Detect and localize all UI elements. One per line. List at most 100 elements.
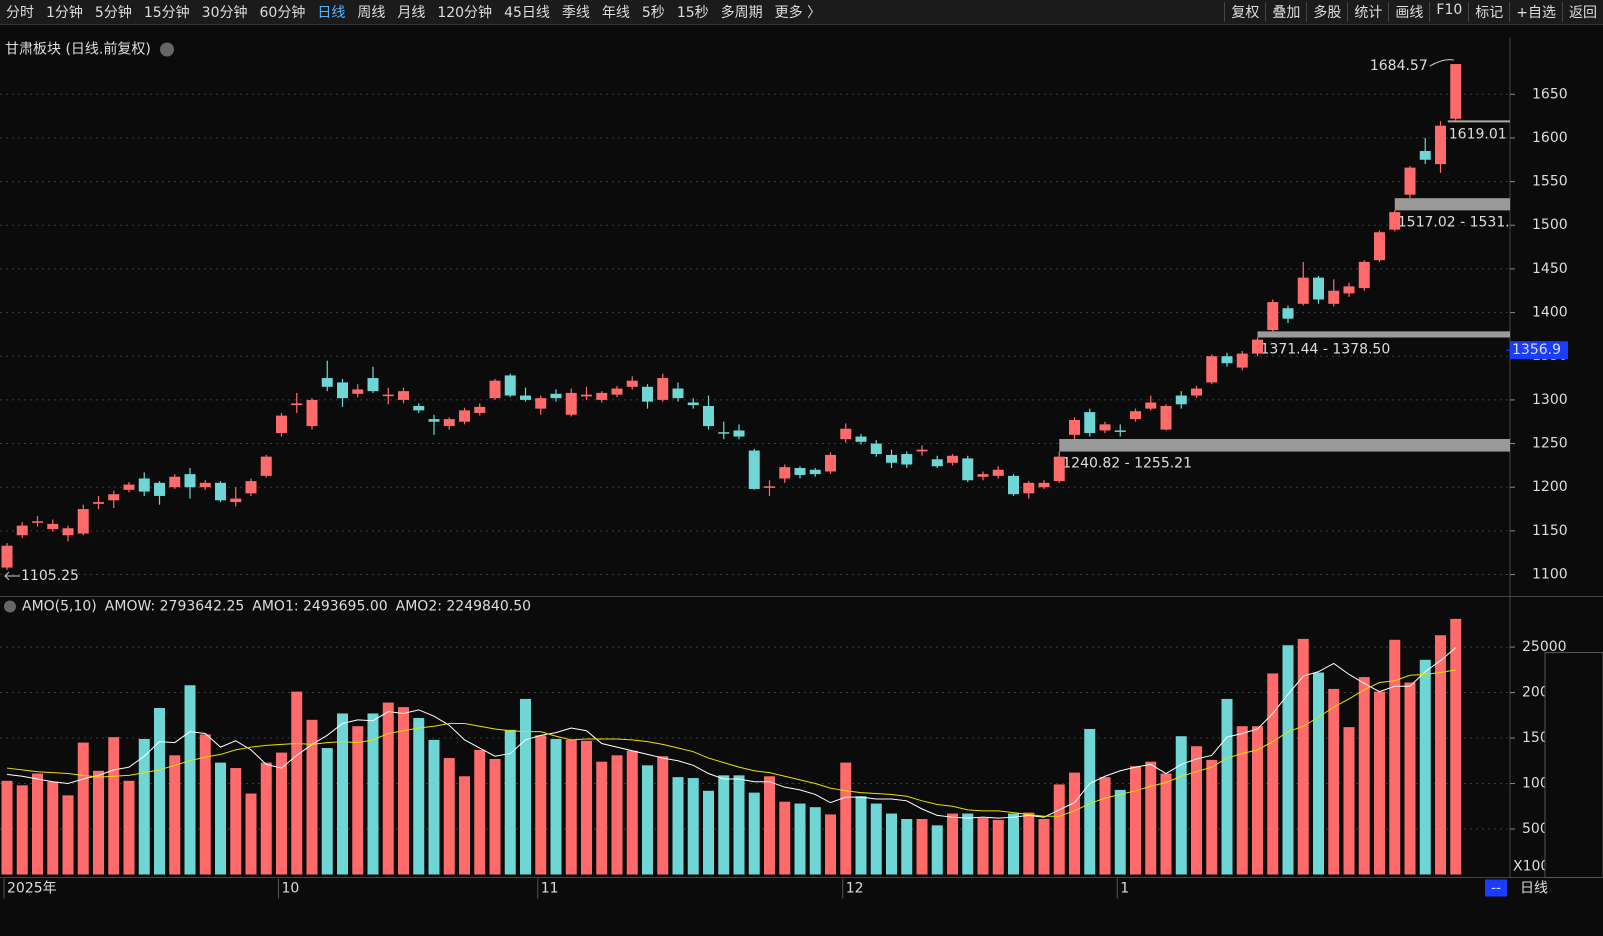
candle-body: [1160, 406, 1172, 430]
chart-title: 甘肃板块 (日线.前复权): [5, 41, 151, 58]
period-tab[interactable]: 更多 〉: [774, 5, 822, 21]
legend-toggle[interactable]: [4, 600, 16, 613]
period-tab[interactable]: 日线: [317, 5, 346, 21]
volume-bar: [870, 803, 882, 875]
tool-button[interactable]: 多股: [1306, 2, 1347, 22]
volume-bar: [962, 813, 974, 875]
period-tab[interactable]: 45日线: [504, 5, 550, 21]
volume-bar: [260, 762, 272, 875]
candle-body: [474, 406, 486, 413]
y-tick-label: 1450: [1532, 261, 1568, 277]
volume-bar: [977, 818, 989, 875]
period-tab[interactable]: 60分钟: [259, 5, 306, 21]
volume-bar: [32, 773, 43, 875]
volume-bar: [642, 765, 653, 875]
candle-body: [596, 392, 608, 400]
volume-bar: [1038, 819, 1050, 875]
volume-bar: [1328, 688, 1340, 875]
candle-body: [748, 450, 760, 489]
volume-bar: [1358, 677, 1370, 875]
candle-body: [1099, 424, 1111, 431]
title-toggle[interactable]: [160, 42, 174, 57]
volume-bar: [62, 795, 74, 875]
tool-button[interactable]: 统计: [1347, 2, 1388, 22]
y-tick-label: 1250: [1532, 436, 1568, 452]
candle-body: [138, 478, 150, 492]
candle-body: [703, 406, 714, 427]
volume-bar: [123, 780, 135, 875]
candle-body: [825, 454, 836, 472]
volume-bar: [718, 775, 730, 875]
period-tab[interactable]: 分时: [6, 5, 34, 21]
period-tab[interactable]: 120分钟: [437, 5, 493, 21]
candle-body: [276, 415, 287, 434]
volume-bar: [199, 734, 211, 875]
chart: 甘肃板块 (日线.前复权)110011501200125013001350140…: [0, 37, 1603, 899]
period-tab[interactable]: 5分钟: [94, 5, 132, 21]
tool-button[interactable]: 返回: [1562, 2, 1603, 22]
x-tick-label: 11: [541, 881, 559, 897]
volume-bar: [1236, 726, 1248, 875]
current-price-label: 1356.9: [1512, 342, 1561, 358]
volume-bar: [367, 713, 379, 875]
tool-button[interactable]: F10: [1429, 2, 1468, 22]
volume-bar: [1206, 759, 1218, 875]
candle-body: [794, 468, 806, 475]
volume-bar: [1343, 727, 1355, 875]
volume-bar: [931, 825, 943, 875]
candle-body: [459, 410, 470, 422]
legend-item: AMOW: 2793642.25: [105, 599, 244, 615]
y-tick-label: 1550: [1532, 174, 1568, 190]
volume-bar: [352, 726, 364, 875]
candle-body: [77, 509, 89, 534]
legend-title: AMO(5,10): [22, 599, 97, 615]
candle-body: [1053, 456, 1065, 482]
volume-bar: [947, 813, 958, 875]
period-tab[interactable]: 年线: [601, 5, 630, 21]
volume-bar: [703, 790, 714, 875]
period-tab[interactable]: 多周期: [720, 5, 763, 21]
volume-bar: [1, 780, 13, 875]
volume-bar: [108, 737, 120, 875]
candle-body: [977, 474, 989, 477]
period-tab[interactable]: 5秒: [641, 5, 665, 21]
period-tab[interactable]: 15分钟: [143, 5, 190, 21]
candle-body: [230, 498, 242, 503]
volume-bar: [321, 748, 333, 875]
tool-button[interactable]: 画线: [1388, 2, 1429, 22]
period-tab[interactable]: 15秒: [676, 5, 709, 21]
candle-body: [428, 419, 440, 422]
tool-button[interactable]: 标记: [1468, 2, 1509, 22]
candle-body: [1297, 277, 1309, 304]
volume-bar: [1419, 659, 1431, 875]
period-tab[interactable]: 1分钟: [46, 5, 83, 21]
candle-body: [1221, 356, 1233, 364]
volume-bar: [901, 819, 913, 875]
high-label: 1684.57: [1370, 58, 1428, 74]
candle-body: [184, 474, 196, 488]
tool-button[interactable]: 复权: [1224, 2, 1265, 22]
volume-bar: [886, 813, 897, 875]
low-label: 1105.25: [21, 568, 79, 584]
candle-body: [1343, 286, 1355, 294]
volume-bar: [1221, 698, 1233, 875]
candle-body: [1313, 277, 1324, 300]
volume-bar: [291, 691, 303, 875]
candle-body: [62, 528, 74, 536]
period-tab[interactable]: 季线: [561, 5, 590, 21]
tool-button[interactable]: +自选: [1509, 2, 1562, 22]
x-tick-label: 2025年: [7, 881, 57, 897]
period-tab[interactable]: 月线: [397, 5, 426, 21]
volume-bar: [1282, 645, 1294, 875]
volume-bar: [1297, 638, 1309, 875]
tool-button[interactable]: 叠加: [1265, 2, 1306, 22]
period-tab[interactable]: 周线: [357, 5, 386, 21]
gap-label: 1517.02 - 1531.: [1398, 214, 1510, 230]
period-tab[interactable]: 30分钟: [201, 5, 248, 21]
candle-body: [931, 459, 943, 467]
volume-bar: [611, 755, 623, 875]
candle-body: [337, 382, 348, 399]
volume-bar: [1404, 682, 1416, 875]
gap-band: [1394, 198, 1510, 211]
volume-bar: [748, 792, 760, 875]
